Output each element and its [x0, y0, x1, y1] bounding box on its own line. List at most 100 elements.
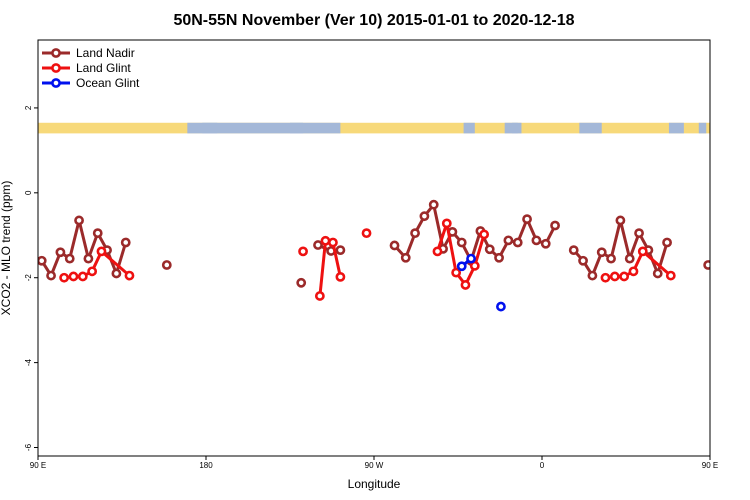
land-nadir-point-8 — [111, 268, 122, 279]
land-nadir-point-12 — [313, 240, 323, 250]
land-nadir-point-37 — [606, 253, 616, 264]
legend-marker-land-glint — [51, 63, 61, 73]
land-band — [38, 122, 710, 134]
land-glint-line-4 — [436, 221, 486, 287]
land-nadir-point-15 — [389, 240, 400, 251]
ocean-patch-6 — [668, 122, 684, 134]
legend-marker-ocean-glint — [51, 78, 61, 88]
land-nadir-point-30 — [531, 235, 542, 246]
land-nadir-line-5 — [572, 218, 669, 278]
land-glint-point-18 — [600, 272, 611, 283]
land-nadir-point-14 — [335, 245, 346, 256]
land-nadir-point-4 — [74, 215, 84, 226]
land-glint-point-20 — [619, 271, 630, 282]
ocean-band-1 — [187, 122, 341, 134]
chart-title: 50N-55N November (Ver 10) 2015-01-01 to … — [173, 12, 574, 29]
land-nadir-point-42 — [652, 268, 663, 279]
x-axis: 90 E 180 90 W 0 90 E — [30, 456, 718, 470]
land-nadir-point-44 — [703, 260, 710, 270]
land-nadir-point-2 — [55, 247, 66, 258]
land-nadir-point-25 — [484, 244, 495, 255]
land-glint-point-3 — [87, 266, 98, 277]
legend-marker-land-nadir — [51, 48, 61, 58]
land-glint-point-8 — [320, 235, 331, 246]
ocean-patch-5 — [512, 122, 522, 134]
y-tick-label-3: -4 — [24, 359, 33, 367]
land-glint-point-4 — [96, 246, 107, 257]
land-nadir-point-17 — [410, 228, 420, 239]
land-glint-point-0 — [59, 272, 70, 283]
land-nadir-point-34 — [578, 255, 588, 266]
land-glint-point-17 — [479, 229, 490, 240]
land-glint-point-9 — [328, 237, 338, 248]
land-nadir-point-0 — [38, 255, 47, 266]
land-glint-point-16 — [469, 260, 480, 271]
land-glint-point-23 — [665, 270, 676, 281]
x-axis-label: Longitude — [348, 477, 401, 491]
land-nadir-point-18 — [419, 211, 430, 222]
ocean-patch-1 — [202, 122, 218, 134]
land-glint-point-21 — [628, 266, 639, 277]
land-glint-point-1 — [68, 271, 79, 282]
series-layer — [38, 199, 710, 312]
land-glint-point-2 — [77, 271, 88, 282]
land-glint-point-14 — [451, 267, 462, 278]
land-nadir-point-19 — [428, 199, 439, 210]
plot-frame — [37, 39, 711, 457]
x-tick-label-4: 90 E — [702, 461, 718, 470]
ocean-band-2 — [579, 122, 602, 134]
land-glint-point-15 — [460, 280, 471, 290]
land-glint-point-12 — [432, 246, 443, 257]
legend-label-land-nadir: Land Nadir — [76, 46, 135, 60]
land-glint-point-22 — [637, 246, 648, 257]
land-nadir-point-6 — [92, 228, 103, 239]
y-tick-label-2: -2 — [24, 274, 33, 282]
land-nadir-point-39 — [624, 253, 635, 264]
land-nadir-point-29 — [522, 214, 532, 225]
land-nadir-point-5 — [83, 253, 94, 264]
land-nadir-point-32 — [550, 220, 560, 231]
ocean-patch-2 — [290, 122, 304, 134]
land-ocean-band — [38, 122, 710, 134]
land-glint-point-6 — [298, 246, 308, 257]
land-glint-point-13 — [441, 218, 452, 229]
legend-label-land-glint: Land Glint — [76, 61, 131, 75]
land-nadir-point-1 — [46, 270, 56, 281]
y-tick-label-0: 2 — [24, 105, 33, 110]
y-axis-label: XCO2 - MLO trend (ppm) — [0, 181, 13, 316]
land-nadir-point-16 — [400, 252, 411, 263]
land-nadir-point-40 — [634, 228, 644, 239]
land-glint-point-19 — [609, 271, 620, 282]
land-nadir-point-28 — [512, 237, 523, 248]
land-nadir-point-3 — [64, 253, 75, 264]
x-tick-label-1: 180 — [199, 461, 213, 470]
land-nadir-point-36 — [596, 247, 607, 258]
x-tick-label-3: 0 — [540, 461, 545, 470]
land-glint-point-10 — [335, 271, 346, 282]
land-nadir-point-35 — [587, 270, 598, 281]
land-nadir-point-31 — [540, 238, 551, 249]
legend-label-ocean-glint: Ocean Glint — [76, 76, 140, 90]
x-tick-label-0: 90 E — [30, 461, 46, 470]
land-nadir-line-0 — [40, 218, 128, 278]
land-nadir-point-38 — [615, 215, 626, 226]
land-glint-point-7 — [314, 291, 325, 301]
ocean-patch-4 — [504, 122, 518, 134]
land-nadir-point-22 — [456, 237, 467, 248]
land-nadir-point-27 — [503, 235, 514, 246]
land-nadir-point-26 — [494, 252, 504, 263]
land-nadir-point-10 — [161, 260, 172, 270]
land-nadir-point-33 — [568, 245, 579, 256]
land-glint-point-11 — [361, 228, 372, 239]
ocean-glint-point-1 — [466, 253, 476, 264]
x-tick-label-2: 90 W — [365, 461, 384, 470]
y-tick-label-4: -6 — [24, 443, 33, 451]
land-nadir-point-11 — [296, 277, 307, 288]
land-nadir-point-9 — [120, 237, 131, 248]
land-nadir-point-43 — [662, 237, 672, 248]
ocean-patch-7 — [698, 122, 707, 134]
land-glint-point-5 — [124, 270, 135, 281]
ocean-patch-3 — [463, 122, 475, 134]
